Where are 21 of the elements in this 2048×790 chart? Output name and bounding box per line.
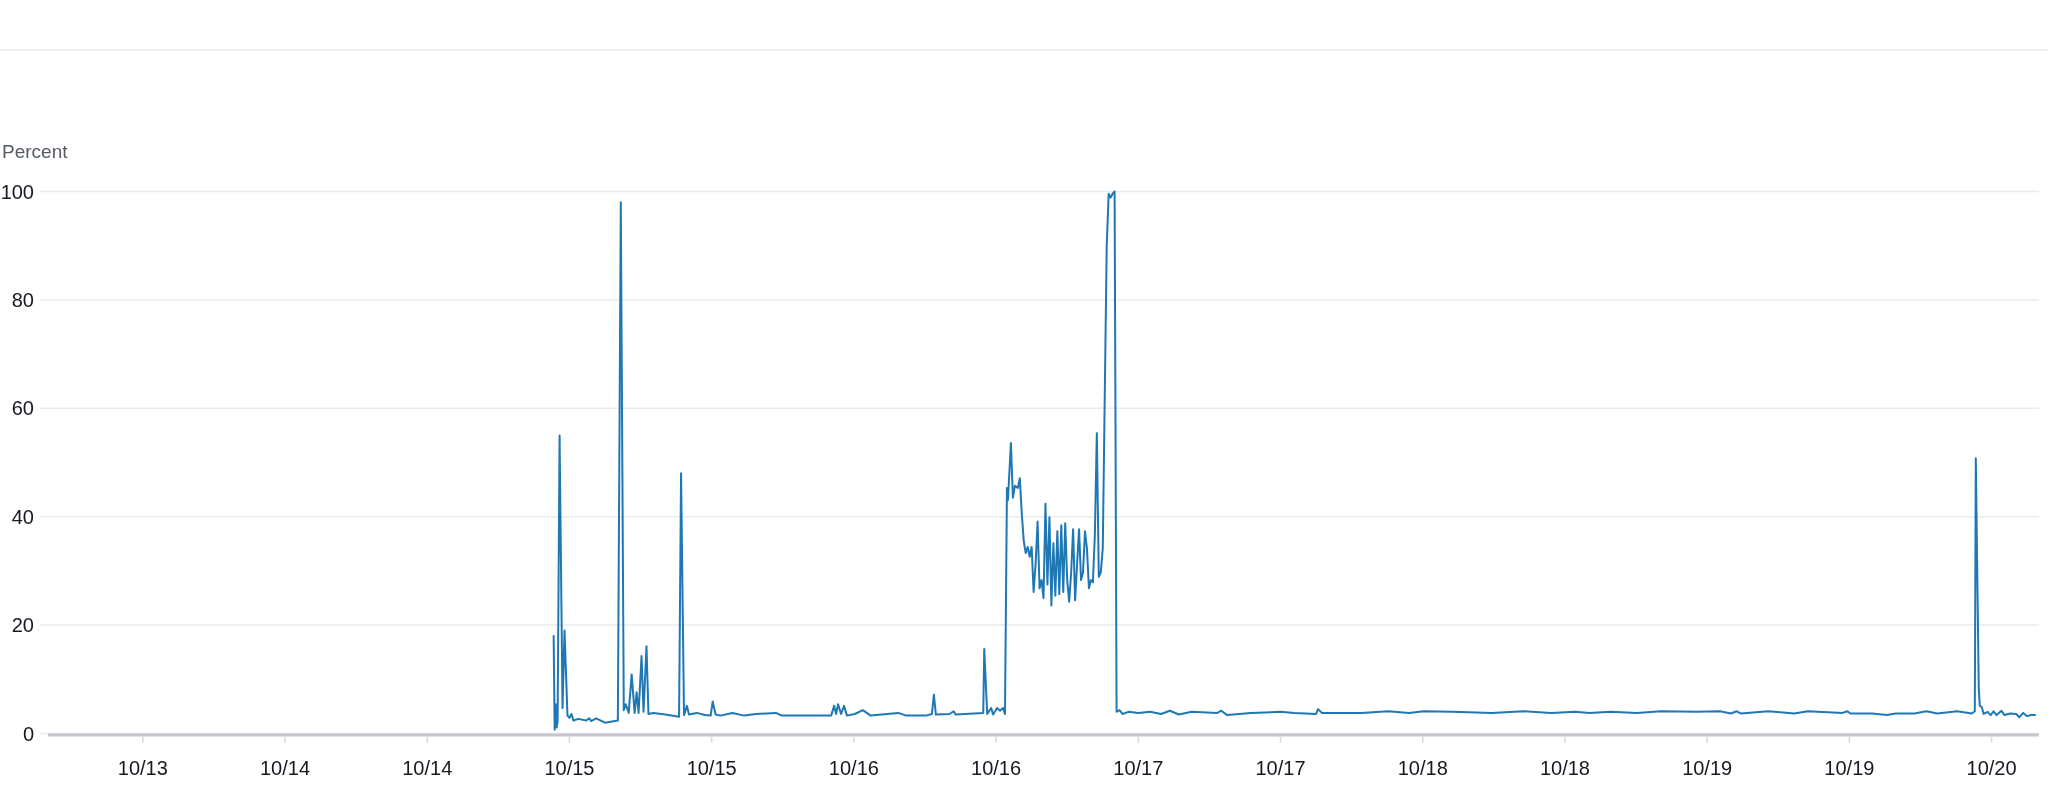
x-tick-label: 10/17 [1255,757,1306,779]
x-tick-label: 10/14 [259,757,311,779]
x-tick-label: 10/17 [1113,757,1164,779]
x-tick-label: 10/18 [1397,757,1448,779]
y-tick-label: 20 [11,614,34,637]
x-tick-label: 10/16 [971,757,1022,779]
y-tick-label: 80 [11,288,34,311]
y-axis-title: Percent [2,141,69,162]
x-tick-label: 10/16 [828,757,879,779]
x-tick-label: 10/15 [686,757,737,779]
y-tick-label: 0 [22,722,34,745]
y-tick-label: 40 [11,505,34,528]
y-tick-label: 60 [11,397,34,420]
x-tick-label: 10/15 [544,757,595,779]
x-tick-label: 10/20 [1966,757,2017,779]
x-tick-label: 10/18 [1539,757,1590,779]
x-tick-label: 10/19 [1682,757,1733,779]
x-tick-label: 10/19 [1824,757,1875,779]
x-tick-label: 10/14 [402,757,453,779]
x-tick-label: 10/13 [117,757,168,779]
y-tick-label: 100 [0,180,34,203]
